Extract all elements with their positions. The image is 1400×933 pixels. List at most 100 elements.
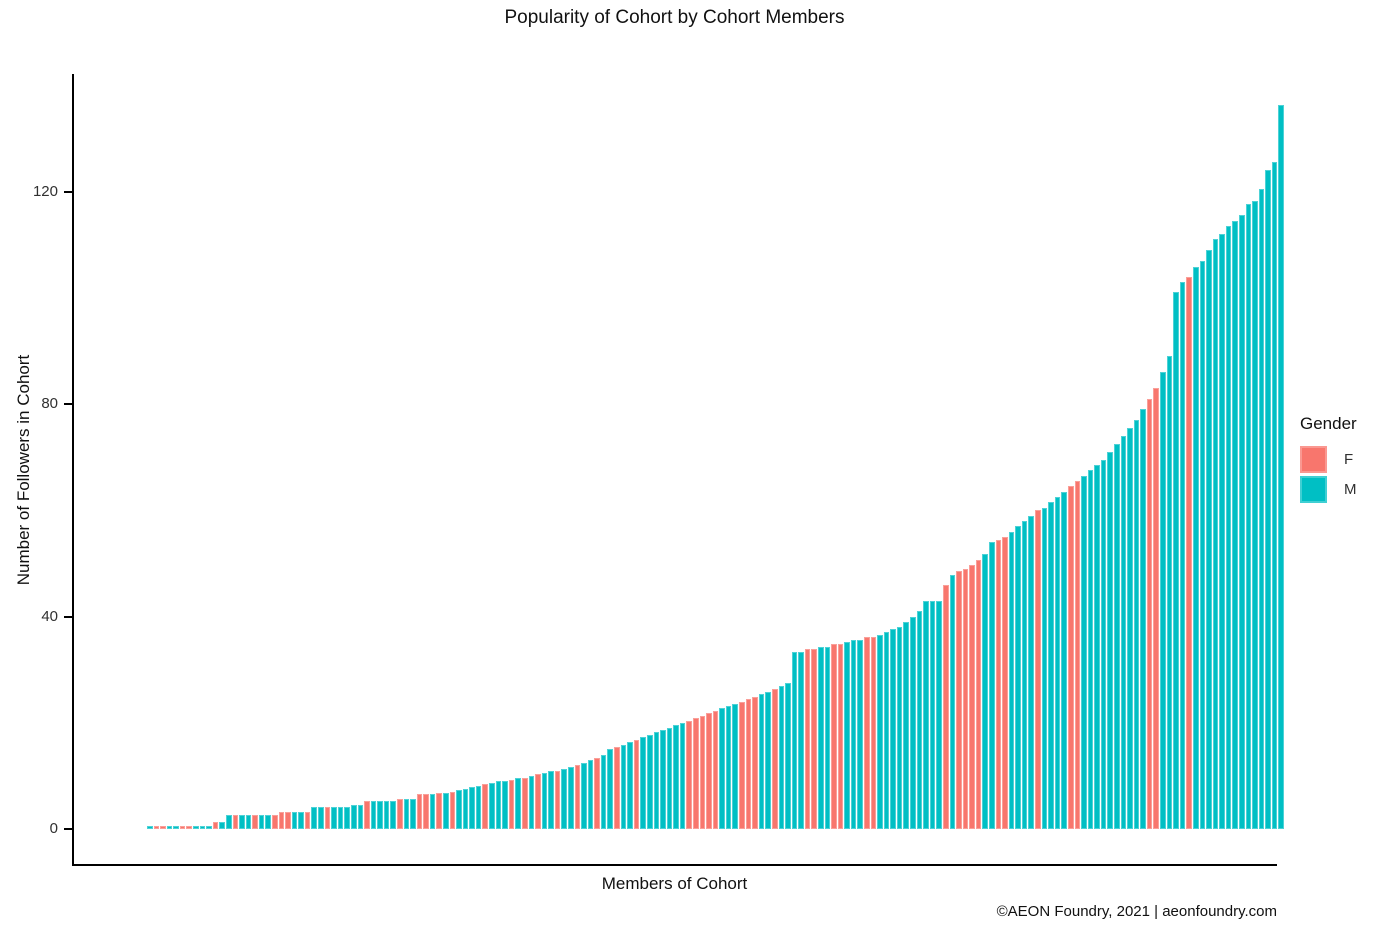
bar <box>1212 239 1219 829</box>
bar <box>804 649 811 829</box>
bar <box>1206 249 1212 829</box>
bar <box>646 735 653 829</box>
bar <box>1028 515 1035 829</box>
legend-item-f: F <box>1300 446 1400 473</box>
bar <box>554 770 561 829</box>
bar <box>627 741 633 829</box>
chart-title: Popularity of Cohort by Cohort Members <box>504 7 845 28</box>
bar <box>692 718 699 829</box>
bar <box>600 754 607 829</box>
legend-label-m: M <box>1344 481 1357 498</box>
bar <box>153 825 160 829</box>
bar-series <box>147 105 1285 829</box>
bar <box>771 689 778 829</box>
bar <box>942 584 949 829</box>
bar <box>535 774 541 829</box>
y-tick-mark <box>64 190 72 193</box>
bar <box>416 793 423 829</box>
bar <box>443 792 449 829</box>
bar <box>633 739 640 829</box>
bar <box>528 775 535 829</box>
bar <box>271 815 278 829</box>
bar <box>982 554 988 829</box>
bar <box>541 772 548 829</box>
bar <box>817 647 824 829</box>
bar <box>1021 520 1028 829</box>
bar <box>660 730 666 829</box>
bar <box>811 649 817 829</box>
bar <box>179 825 186 829</box>
bar <box>568 767 574 829</box>
bar <box>653 732 660 829</box>
bar <box>1271 161 1278 829</box>
bar <box>1232 220 1238 829</box>
bar <box>732 703 739 829</box>
bar <box>910 616 916 829</box>
bar <box>147 825 153 829</box>
bar <box>1173 292 1179 829</box>
bar <box>574 765 581 829</box>
bar <box>581 762 587 829</box>
bar <box>1054 497 1061 829</box>
y-tick-label: 40 <box>41 607 58 625</box>
bar <box>896 626 903 829</box>
bar <box>1035 510 1041 829</box>
bar <box>410 799 416 829</box>
bar <box>739 701 745 829</box>
bar <box>1192 266 1199 829</box>
bar <box>1015 526 1021 829</box>
bar <box>219 822 225 829</box>
bar <box>614 746 620 829</box>
bar <box>258 815 265 829</box>
bar <box>1199 260 1206 829</box>
bar <box>508 779 515 829</box>
bar <box>344 806 350 829</box>
bar <box>831 644 837 829</box>
bar <box>521 778 528 829</box>
y-axis-line <box>72 74 74 866</box>
bar <box>265 815 271 829</box>
bar <box>429 793 436 829</box>
bar <box>475 786 482 829</box>
bar <box>403 799 410 829</box>
bar <box>1245 203 1252 829</box>
bar <box>969 565 975 829</box>
bar <box>949 574 956 829</box>
bar <box>1002 536 1008 829</box>
bar <box>482 784 489 829</box>
bar <box>304 812 311 829</box>
bar <box>1265 170 1271 829</box>
y-tick-mark <box>64 615 72 618</box>
bar <box>1133 419 1140 829</box>
bar <box>239 815 245 829</box>
bar <box>864 637 870 829</box>
bar <box>225 815 232 829</box>
bar <box>1219 234 1225 829</box>
bar <box>785 682 791 829</box>
bar <box>199 825 206 829</box>
bar <box>291 812 298 829</box>
bar <box>206 825 212 829</box>
bar <box>364 800 370 829</box>
bar <box>916 611 923 829</box>
bar <box>778 686 785 829</box>
y-tick-label: 80 <box>41 395 58 412</box>
bar <box>903 621 910 829</box>
bar <box>725 706 732 829</box>
bar <box>956 570 962 829</box>
legend-title: Gender <box>1300 414 1357 433</box>
bar <box>752 696 758 829</box>
bar <box>186 825 193 829</box>
bar <box>1238 215 1245 829</box>
bar <box>607 749 614 829</box>
y-axis-title: Number of Followers in Cohort <box>14 354 33 586</box>
bar <box>686 720 692 829</box>
y-tick-label: 0 <box>49 820 58 837</box>
bar <box>857 639 864 829</box>
bar <box>1225 226 1232 829</box>
bar <box>456 790 462 829</box>
bar <box>318 806 324 829</box>
bar <box>1100 459 1107 829</box>
bar <box>587 759 594 829</box>
bar <box>989 542 995 829</box>
